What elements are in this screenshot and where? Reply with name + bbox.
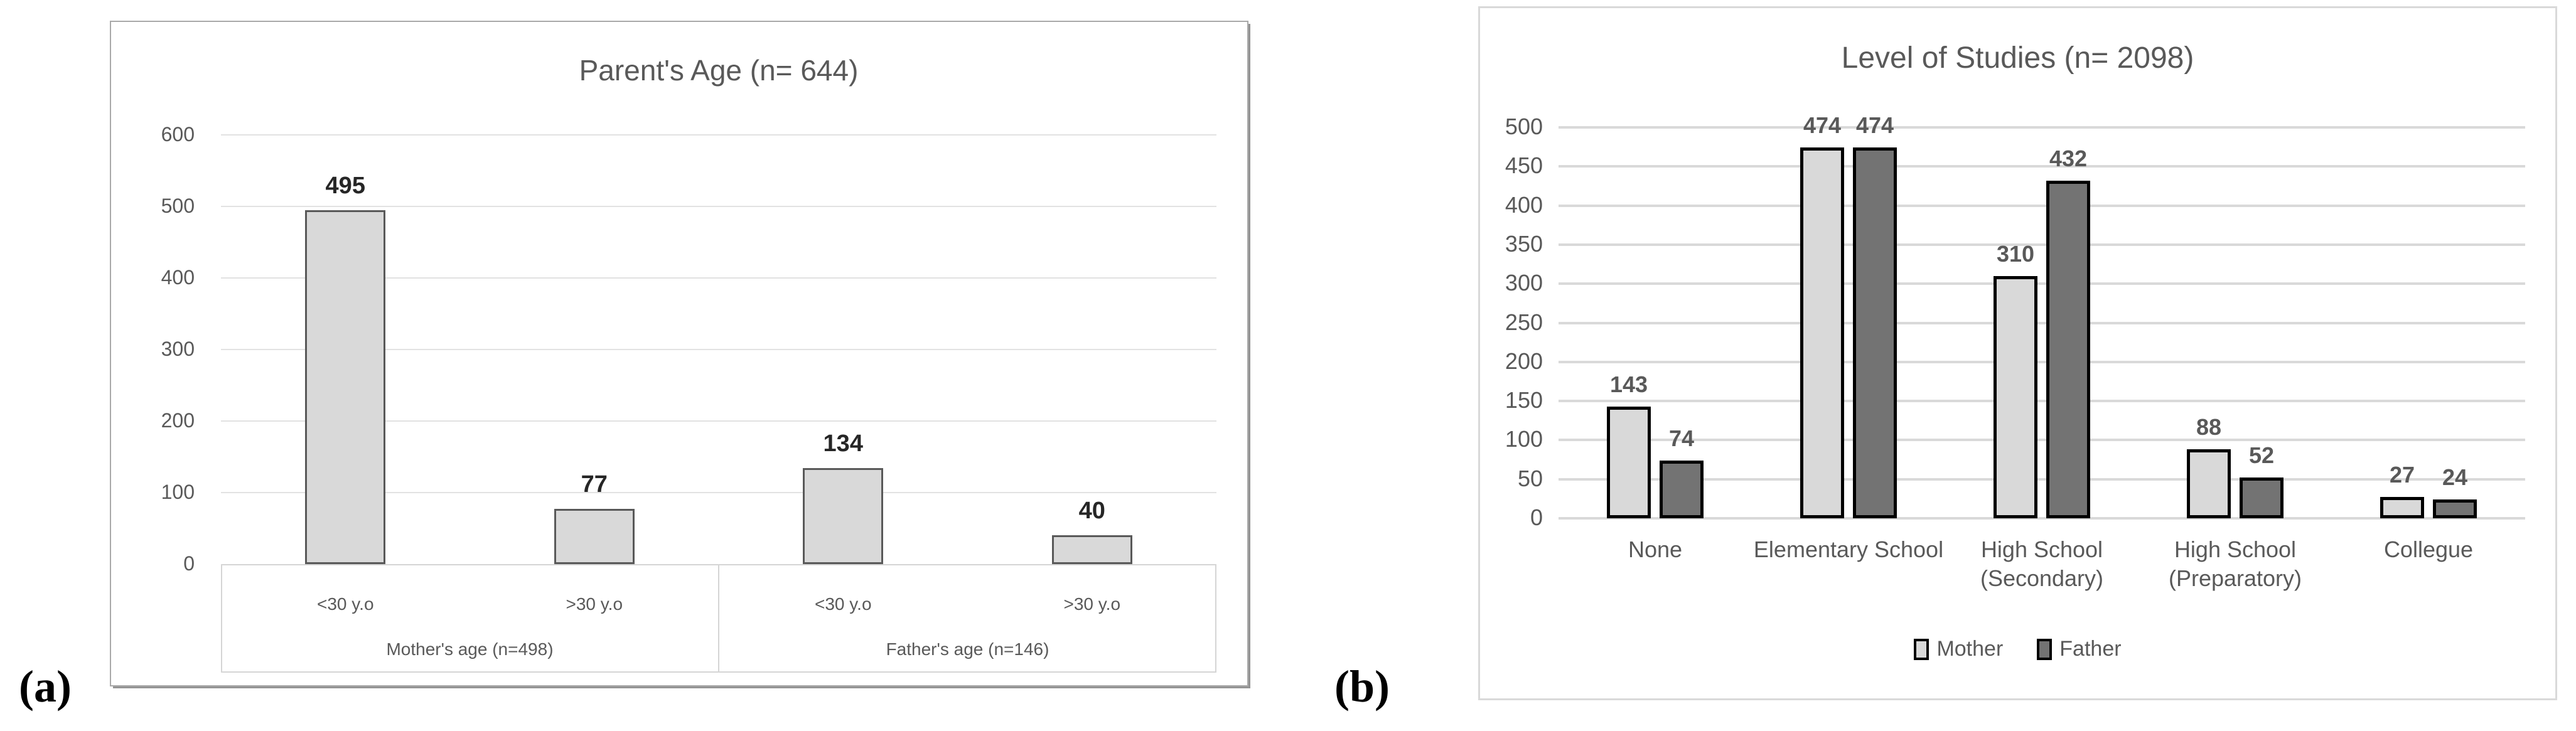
y-axis-tick-label: 100: [1505, 426, 1543, 452]
legend-swatch-father: [2037, 638, 2053, 660]
bar-father: [2046, 180, 2090, 518]
bar-value-label: 143: [1609, 371, 1648, 397]
gridline: [221, 134, 1216, 136]
gridline: [221, 420, 1216, 422]
chart-b-title: Level of Studies (n= 2098): [1841, 41, 2194, 75]
y-axis-tick-label: 50: [1517, 465, 1543, 491]
y-axis-tick-label: 350: [1505, 230, 1543, 257]
category-tick-label: >30 y.o: [566, 594, 623, 614]
y-axis-tick-label: 150: [1505, 387, 1543, 414]
legend-item-mother: Mother: [1914, 637, 2003, 661]
gridline: [1559, 321, 2525, 324]
y-axis-tick-label: 400: [161, 266, 195, 289]
y-axis-tick-label: 500: [161, 195, 195, 217]
gridline: [1559, 126, 2525, 129]
bar-value-label: 40: [1078, 498, 1105, 525]
y-axis-tick-label: 450: [1505, 152, 1543, 179]
group-label: Mother's age (n=498): [386, 639, 554, 659]
y-axis-tick-label: 200: [161, 409, 195, 432]
category-tick-label: >30 y.o: [1063, 594, 1121, 614]
gridline: [221, 349, 1216, 350]
chart-b-plot-area: 0 50 100 150 200 250 300 350 400 450 500 None 143 74 E…: [1480, 8, 2555, 698]
gridline: [1559, 243, 2525, 246]
gridline: [1559, 439, 2525, 442]
bar-mother: [2187, 449, 2231, 518]
gridline: [221, 492, 1216, 493]
bar-value-label: 474: [1855, 112, 1894, 139]
bar-mother: [1800, 147, 1844, 518]
category-label: Collegue: [2383, 536, 2474, 562]
bar-father: [1660, 460, 1704, 518]
bar-value-label: 24: [2442, 464, 2468, 491]
bar-value-label: 74: [1668, 425, 1695, 451]
legend: Mother Father: [1480, 637, 2555, 661]
y-axis-tick-label: 100: [161, 481, 195, 503]
category-label: High School (Preparatory): [2168, 536, 2302, 591]
gridline: [1559, 282, 2525, 285]
bar-mother: [1994, 275, 2037, 518]
chart-a-panel: Parent's Age (n= 644) 0 100 200 300 400 500 60…: [110, 21, 1248, 686]
bar-value-label: 432: [2049, 145, 2088, 171]
bar: [554, 509, 635, 564]
legend-item-father: Father: [2037, 637, 2122, 661]
y-axis-tick-label: 250: [1505, 309, 1543, 335]
y-axis-tick-label: 0: [1530, 504, 1543, 530]
bar-value-label: 88: [2196, 414, 2222, 440]
bar-value-label: 134: [823, 430, 863, 457]
gridline: [1559, 204, 2525, 207]
panel-b-label: (b): [1334, 661, 1390, 712]
bar-value-label: 27: [2389, 462, 2415, 488]
gridline: [1559, 360, 2525, 363]
chart-a-title: Parent's Age (n= 644): [579, 54, 859, 87]
legend-label-mother: Mother: [1936, 637, 2004, 661]
bar-value-label: 310: [1996, 240, 2035, 267]
y-axis-tick-label: 500: [1505, 114, 1543, 139]
group-label: Father's age (n=146): [886, 639, 1049, 659]
y-axis-tick-label: 300: [1505, 270, 1543, 296]
group-separator: [718, 564, 719, 673]
y-axis-tick-label: 600: [161, 123, 195, 146]
category-label: High School (Secondary): [1980, 536, 2104, 591]
gridline: [1559, 400, 2525, 403]
bar-father: [2240, 478, 2284, 518]
bar-value-label: 495: [325, 172, 365, 199]
bar-value-label: 474: [1803, 112, 1842, 139]
bar: [803, 468, 884, 564]
y-axis-tick-label: 300: [161, 338, 195, 360]
bar-value-label: 52: [2248, 442, 2275, 469]
legend-label-father: Father: [2059, 637, 2122, 661]
bar-value-label: 77: [581, 471, 608, 498]
category-label: Elementary School: [1753, 536, 1944, 562]
legend-swatch-mother: [1914, 638, 1929, 660]
bar: [1051, 535, 1132, 564]
chart-a-plot-area: 0 100 200 300 400 500 600 495 <30 y.o 77 >30 y.o Mo…: [111, 22, 1247, 685]
bar-mother: [2380, 497, 2424, 518]
bar-father: [2433, 499, 2477, 518]
bar-father: [1853, 147, 1897, 518]
y-axis-tick-label: 0: [183, 552, 195, 575]
category-tick-label: <30 y.o: [814, 594, 872, 614]
bar-mother: [1607, 406, 1651, 518]
bar: [305, 210, 386, 564]
gridline: [1559, 478, 2525, 481]
gridline: [1559, 517, 2525, 520]
gridline: [1559, 165, 2525, 168]
chart-b-panel: Level of Studies (n= 2098) 0 50 100 150 200 2…: [1478, 6, 2557, 700]
gridline: [221, 206, 1216, 207]
y-axis-tick-label: 400: [1505, 191, 1543, 218]
category-tick-label: <30 y.o: [316, 594, 374, 614]
gridline: [221, 277, 1216, 279]
y-axis-tick-label: 200: [1505, 348, 1543, 374]
panel-a-label: (a): [19, 661, 72, 712]
category-label: None: [1628, 536, 1683, 562]
